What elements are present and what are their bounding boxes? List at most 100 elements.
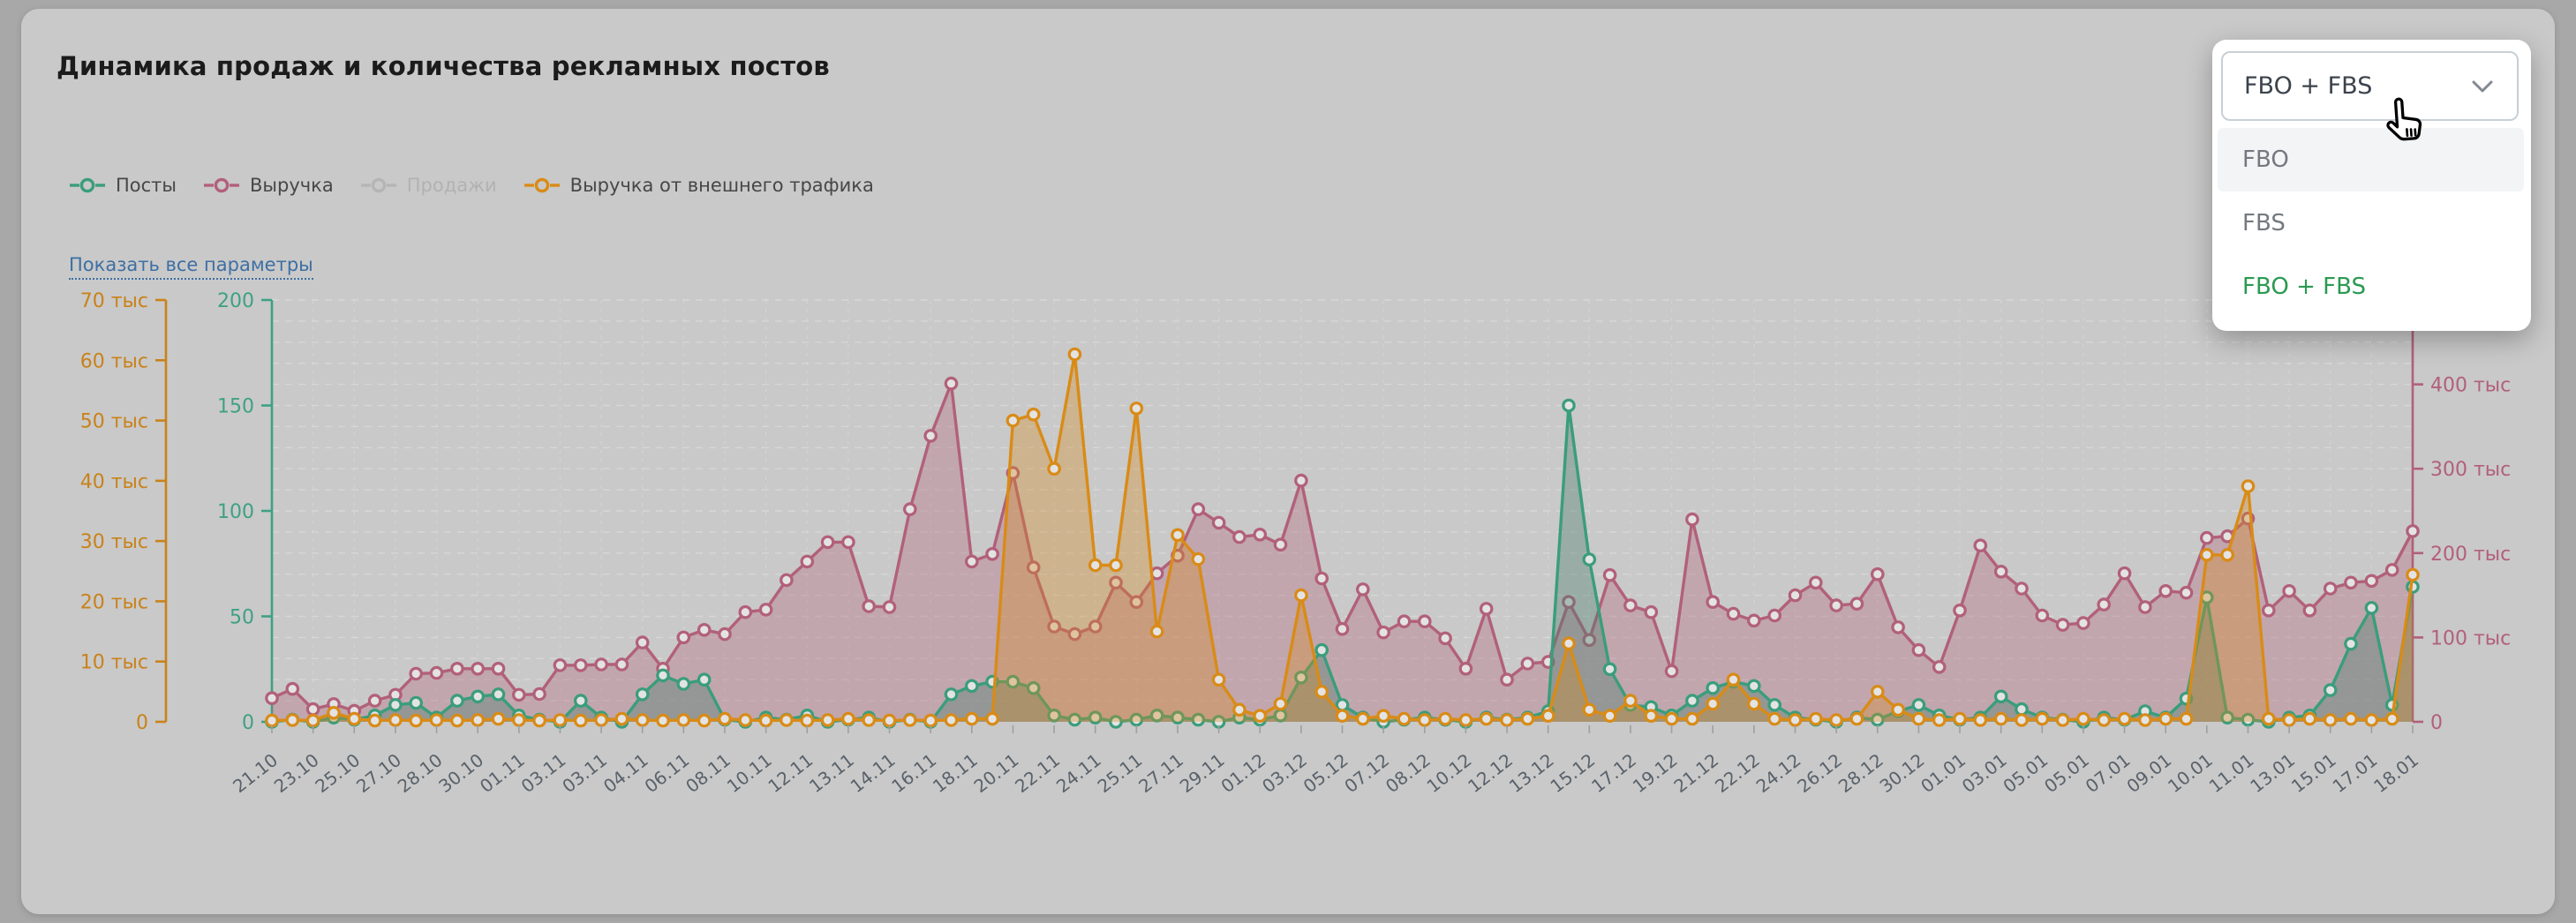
svg-text:29.11: 29.11 — [1176, 749, 1229, 797]
svg-text:20.11: 20.11 — [970, 749, 1023, 797]
svg-text:05.01: 05.01 — [2040, 749, 2093, 797]
svg-text:200: 200 — [217, 290, 254, 312]
legend-series-icon — [523, 177, 560, 193]
svg-text:25.10: 25.10 — [311, 749, 364, 797]
legend-item-label: Посты — [116, 175, 177, 196]
legend-item[interactable]: Выручка от внешнего трафика — [523, 175, 874, 196]
svg-text:50: 50 — [230, 607, 254, 629]
svg-text:400 тыс: 400 тыс — [2430, 375, 2511, 397]
svg-text:23.10: 23.10 — [270, 749, 323, 797]
svg-text:28.10: 28.10 — [394, 749, 447, 797]
marketplace-filter-popup: FBO + FBS FBO FBS FBO + FBS — [2212, 40, 2531, 331]
legend-item-label: Выручка — [250, 175, 334, 196]
marketplace-select[interactable]: FBO + FBS — [2221, 51, 2519, 121]
svg-text:03.12: 03.12 — [1258, 749, 1311, 797]
svg-text:13.11: 13.11 — [805, 749, 858, 797]
svg-text:04.11: 04.11 — [599, 749, 652, 797]
svg-text:40 тыс: 40 тыс — [80, 471, 148, 493]
svg-text:18.11: 18.11 — [929, 749, 982, 797]
show-all-parameters-link[interactable]: Показать все параметры — [69, 254, 313, 280]
dropdown-menu: FBO FBS FBO + FBS — [2218, 128, 2524, 319]
svg-text:13.01: 13.01 — [2246, 749, 2299, 797]
svg-text:17.01: 17.01 — [2329, 749, 2382, 797]
svg-text:09.01: 09.01 — [2122, 749, 2175, 797]
svg-text:14.11: 14.11 — [847, 749, 900, 797]
svg-text:10.12: 10.12 — [1423, 749, 1476, 797]
svg-text:30.10: 30.10 — [434, 749, 487, 797]
svg-text:0: 0 — [136, 712, 148, 734]
svg-text:16.11: 16.11 — [887, 749, 940, 797]
svg-text:15.12: 15.12 — [1546, 749, 1599, 797]
selected-value: FBO + FBS — [2244, 72, 2373, 100]
svg-text:13.12: 13.12 — [1505, 749, 1558, 797]
svg-text:30 тыс: 30 тыс — [80, 531, 148, 553]
legend-item[interactable]: Выручка — [203, 175, 334, 196]
svg-text:18.01: 18.01 — [2369, 749, 2422, 797]
svg-text:60 тыс: 60 тыс — [80, 350, 148, 372]
svg-text:07.12: 07.12 — [1340, 749, 1393, 797]
legend-item[interactable]: Продажи — [360, 175, 497, 196]
chart-legend: Посты Выручка Продажи Выручка от внешнего т… — [69, 175, 874, 196]
svg-text:24.12: 24.12 — [1752, 749, 1805, 797]
svg-text:01.11: 01.11 — [476, 749, 529, 797]
svg-text:30.12: 30.12 — [1876, 749, 1929, 797]
svg-text:21.10: 21.10 — [229, 749, 282, 797]
svg-text:22.12: 22.12 — [1711, 749, 1764, 797]
legend-item[interactable]: Посты — [69, 175, 177, 196]
svg-text:07.01: 07.01 — [2082, 749, 2135, 797]
dropdown-option[interactable]: FBS — [2242, 210, 2286, 236]
svg-text:17.12: 17.12 — [1587, 749, 1640, 797]
svg-text:70 тыс: 70 тыс — [80, 290, 148, 312]
chart-panel — [21, 9, 2555, 914]
y-axis-posts: 0 50 100 150 200 — [217, 290, 274, 734]
legend-series-icon — [70, 177, 105, 193]
svg-text:03.11: 03.11 — [558, 749, 611, 797]
svg-text:27.10: 27.10 — [352, 749, 405, 797]
chevron-down-icon — [2472, 80, 2493, 92]
svg-text:10.11: 10.11 — [723, 749, 776, 797]
svg-text:08.12: 08.12 — [1382, 749, 1435, 797]
svg-text:24.11: 24.11 — [1052, 749, 1105, 797]
svg-text:19.12: 19.12 — [1629, 749, 1682, 797]
dropdown-option[interactable]: FBO — [2218, 128, 2524, 191]
legend-item-label: Продажи — [406, 175, 497, 196]
svg-text:05.12: 05.12 — [1299, 749, 1352, 797]
svg-text:28.12: 28.12 — [1834, 749, 1887, 797]
svg-text:100: 100 — [217, 501, 254, 523]
svg-text:15.01: 15.01 — [2287, 749, 2340, 797]
svg-text:300 тыс: 300 тыс — [2430, 459, 2511, 481]
svg-text:100 тыс: 100 тыс — [2430, 627, 2511, 649]
svg-text:150: 150 — [217, 396, 254, 418]
svg-text:22.11: 22.11 — [1011, 749, 1064, 797]
svg-text:25.11: 25.11 — [1094, 749, 1147, 797]
svg-text:26.12: 26.12 — [1793, 749, 1846, 797]
svg-text:01.12: 01.12 — [1216, 749, 1269, 797]
legend-item-label: Выручка от внешнего трафика — [569, 175, 874, 196]
svg-text:21.12: 21.12 — [1669, 749, 1722, 797]
page-title: Динамика продаж и количества рекламных п… — [56, 51, 830, 81]
svg-text:0: 0 — [2430, 712, 2443, 734]
svg-text:20 тыс: 20 тыс — [80, 591, 148, 613]
svg-text:03.11: 03.11 — [517, 749, 570, 797]
legend-series-icon — [204, 177, 239, 193]
hand-cursor-icon — [2386, 97, 2422, 141]
svg-text:01.01: 01.01 — [1917, 749, 1970, 797]
dropdown-option[interactable]: FBO + FBS — [2242, 274, 2366, 300]
svg-text:06.11: 06.11 — [641, 749, 694, 797]
svg-text:50 тыс: 50 тыс — [80, 411, 148, 433]
svg-text:03.01: 03.01 — [1958, 749, 2011, 797]
svg-text:11.01: 11.01 — [2205, 749, 2258, 797]
legend-series-icon — [360, 177, 396, 193]
svg-text:08.11: 08.11 — [682, 749, 734, 797]
svg-text:27.11: 27.11 — [1134, 749, 1187, 797]
svg-text:05.01: 05.01 — [1999, 749, 2052, 797]
svg-text:0: 0 — [242, 712, 254, 734]
y-axis-external-revenue: 0 10 тыс 20 тыс 30 тыс 40 тыс 50 тыс 60 тыс 70 … — [80, 290, 168, 734]
svg-text:12.12: 12.12 — [1464, 749, 1517, 797]
series-revenue — [265, 376, 2420, 722]
y-axis-revenue: 0 100 тыс 200 тыс 300 тыс 400 тыс — [2411, 132, 2511, 734]
svg-text:12.11: 12.11 — [764, 749, 817, 797]
svg-text:10 тыс: 10 тыс — [80, 652, 148, 674]
x-axis: 21.1023.1025.1027.1028.1030.1001.1103.11… — [229, 725, 2422, 797]
